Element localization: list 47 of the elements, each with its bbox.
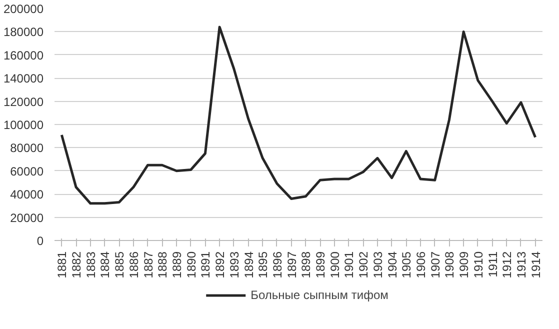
x-tick-label: 1913 <box>514 251 528 278</box>
y-tick-label: 80000 <box>10 141 44 156</box>
x-tick-label: 1909 <box>457 251 472 278</box>
x-tick-label: 1889 <box>170 251 184 278</box>
x-tick-label: 1885 <box>112 251 127 278</box>
x-tick-label: 1896 <box>270 251 284 278</box>
x-tick-label: 1908 <box>442 251 457 278</box>
y-tick-label: 0 <box>36 234 44 248</box>
x-tick-label: 1903 <box>370 251 385 278</box>
x-tick-label: 1891 <box>198 251 213 278</box>
x-tick-label: 1906 <box>414 251 428 278</box>
x-tick-label: 1904 <box>385 251 400 278</box>
x-tick-label: 1901 <box>342 251 356 278</box>
x-tick-label: 1910 <box>471 251 486 278</box>
x-tick-label: 1897 <box>284 251 299 278</box>
x-tick-label: 1914 <box>528 251 543 278</box>
x-tick-label: 1892 <box>213 251 228 278</box>
x-tick-label: 1911 <box>486 251 500 278</box>
x-tick-label: 1886 <box>126 251 141 278</box>
x-tick-label: 1907 <box>428 251 442 278</box>
legend-label: Больные сыпным тифом <box>250 288 388 302</box>
y-tick-label: 60000 <box>10 164 44 178</box>
x-tick-label: 1905 <box>400 251 414 278</box>
x-tick-label: 1894 <box>242 251 256 278</box>
y-tick-label: 160000 <box>3 48 44 62</box>
x-tick-label: 1888 <box>156 251 170 278</box>
y-tick-label: 100000 <box>3 118 44 132</box>
x-tick-label: 1902 <box>356 251 371 278</box>
x-tick-label: 1900 <box>328 251 342 278</box>
x-tick-label: 1895 <box>256 251 270 278</box>
x-tick-label: 1883 <box>84 251 98 278</box>
x-tick-label: 1881 <box>55 251 70 278</box>
x-tick-label: 1882 <box>70 251 84 278</box>
x-tick-label: 1890 <box>184 251 198 278</box>
y-tick-label: 200000 <box>3 2 44 16</box>
x-tick-label: 1912 <box>500 251 514 278</box>
y-tick-label: 40000 <box>10 188 44 202</box>
x-tick-label: 1898 <box>299 251 314 278</box>
y-tick-label: 180000 <box>3 25 44 40</box>
line-series <box>60 26 537 205</box>
x-tick-label: 1899 <box>314 251 328 278</box>
x-tick-label: 1884 <box>98 251 112 278</box>
x-tick-label: 1893 <box>227 251 242 278</box>
y-tick-label: 20000 <box>10 210 44 225</box>
y-tick-label: 120000 <box>3 94 44 109</box>
y-tick-label: 140000 <box>3 72 44 86</box>
x-tick-label: 1887 <box>141 251 156 278</box>
